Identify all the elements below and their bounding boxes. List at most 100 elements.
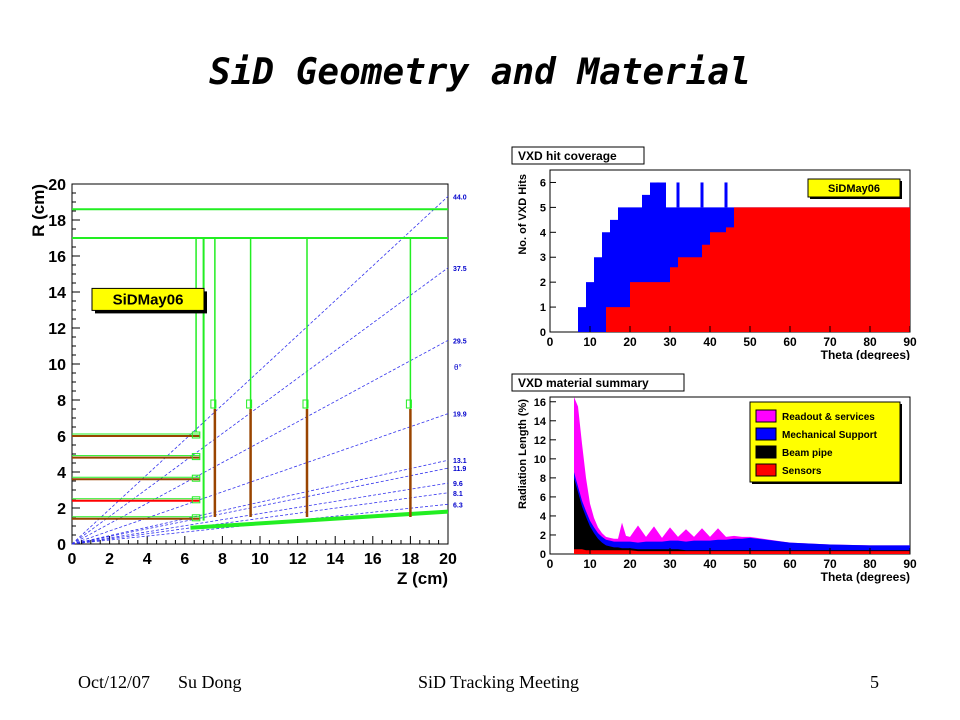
y-tick-label: 0 xyxy=(540,327,546,339)
y-tick-label: 0 xyxy=(540,549,546,561)
legend-box xyxy=(807,178,901,198)
legend-swatch xyxy=(755,409,777,423)
x-tick-label: 70 xyxy=(823,335,837,349)
y-tick-label: 14 xyxy=(534,416,547,428)
x-tick-label: 6 xyxy=(180,551,189,568)
y-tick-label: 12 xyxy=(534,435,546,447)
x-tick-label: 18 xyxy=(402,551,420,568)
legend-entry-label: Sensors xyxy=(782,466,822,477)
legend-box xyxy=(91,287,205,311)
x-tick-label: 10 xyxy=(583,335,597,349)
y-tick-label: 1 xyxy=(540,302,546,314)
y-tick-label: 4 xyxy=(540,511,547,523)
x-tick-label: 0 xyxy=(547,557,554,571)
y-axis-label: Radiation Length (%) xyxy=(517,399,529,509)
legend-swatch xyxy=(755,445,777,459)
theta-value-label: 11.9 xyxy=(453,466,466,473)
x-axis-label: Theta (degrees) xyxy=(821,570,910,584)
stack-area-readout xyxy=(574,397,910,554)
barrel-end-support xyxy=(191,496,201,504)
footer-author: Su Dong xyxy=(178,672,242,692)
y-tick-label: 10 xyxy=(534,454,546,466)
theta-value-label: 19.9 xyxy=(453,412,467,419)
stack-area-sensors xyxy=(574,549,910,554)
y-tick-label: 16 xyxy=(534,397,546,409)
x-tick-label: 20 xyxy=(623,335,637,349)
theta-line xyxy=(71,413,449,545)
theta-value-label: 8.1 xyxy=(453,491,463,498)
chart-title: VXD material summary xyxy=(518,376,649,390)
theta-line xyxy=(71,339,449,545)
x-axis-label: Z (cm) xyxy=(397,569,448,588)
chart-title-box xyxy=(511,146,645,165)
theta-line xyxy=(71,492,449,545)
x-tick-label: 12 xyxy=(289,551,307,568)
y-tick-label: 2 xyxy=(540,277,546,289)
series-area-red xyxy=(606,207,910,332)
x-tick-label: 16 xyxy=(364,551,382,568)
disk-end-support xyxy=(405,399,412,409)
y-tick-label: 2 xyxy=(57,501,66,518)
y-tick-label: 4 xyxy=(540,227,547,239)
x-tick-label: 14 xyxy=(326,551,344,568)
chart-title: VXD hit coverage xyxy=(518,149,617,163)
legend-entry-label: Mechanical Support xyxy=(782,430,878,441)
x-tick-label: 2 xyxy=(105,551,114,568)
theta-value-label: 37.5 xyxy=(453,266,467,273)
theta-line xyxy=(71,459,449,545)
theta-line xyxy=(71,503,449,545)
theta-value-label: 13.1 xyxy=(453,458,467,465)
x-tick-label: 30 xyxy=(663,335,677,349)
theta-legend: θ° xyxy=(454,363,462,372)
y-tick-label: 3 xyxy=(540,252,546,264)
y-tick-label: 0 xyxy=(57,537,66,554)
x-tick-label: 40 xyxy=(703,335,717,349)
barrel-end-support xyxy=(191,453,201,461)
x-tick-label: 4 xyxy=(143,551,152,568)
x-tick-label: 8 xyxy=(218,551,227,568)
material-summary-chart: VXD material summary 0 10 20 30 40 50 60 70 80 90 0… xyxy=(511,373,917,584)
theta-value-label: 9.6 xyxy=(453,481,463,488)
x-tick-label: 90 xyxy=(903,557,917,571)
y-tick-label: 12 xyxy=(48,321,66,338)
beam-pipe xyxy=(190,509,449,530)
x-tick-label: 0 xyxy=(68,551,77,568)
y-tick-label: 6 xyxy=(540,492,546,504)
stack-area-beam_pipe xyxy=(574,477,910,554)
y-tick-label: 16 xyxy=(48,249,66,266)
x-tick-label: 50 xyxy=(743,335,757,349)
plot-frame xyxy=(71,183,449,545)
barrel-end-support xyxy=(191,474,201,482)
chart-title-box xyxy=(511,373,685,392)
theta-line xyxy=(71,196,449,545)
disk-end-support xyxy=(302,399,309,409)
disk-end-support xyxy=(246,399,253,409)
y-tick-label: 18 xyxy=(48,213,66,230)
y-tick-label: 6 xyxy=(57,429,66,446)
slide-title: SiD Geometry and Material xyxy=(209,52,751,93)
x-tick-label: 10 xyxy=(583,557,597,571)
theta-line xyxy=(71,482,449,545)
footer-meeting: SiD Tracking Meeting xyxy=(418,672,580,692)
y-tick-label: 10 xyxy=(48,357,66,374)
theta-line xyxy=(71,467,449,545)
x-tick-label: 60 xyxy=(783,335,797,349)
y-tick-label: 14 xyxy=(48,285,66,302)
y-tick-label: 8 xyxy=(540,473,546,485)
y-tick-label: 6 xyxy=(540,177,546,189)
legend-label: SiDMay06 xyxy=(828,183,880,195)
stack-area-mechanical xyxy=(574,472,910,554)
x-tick-label: 30 xyxy=(663,557,677,571)
legend-entry-label: Readout & services xyxy=(782,412,875,423)
legend-swatch xyxy=(755,427,777,441)
x-tick-label: 20 xyxy=(439,551,457,568)
x-axis-label: Theta (degrees) xyxy=(821,348,910,360)
y-axis-label: R (cm) xyxy=(30,184,48,237)
legend-entry-label: Beam pipe xyxy=(782,448,833,459)
y-tick-label: 8 xyxy=(57,393,66,410)
x-tick-label: 70 xyxy=(823,557,837,571)
theta-value-label: 6.3 xyxy=(453,502,463,509)
x-tick-label: 0 xyxy=(547,335,554,349)
x-tick-label: 80 xyxy=(863,335,877,349)
